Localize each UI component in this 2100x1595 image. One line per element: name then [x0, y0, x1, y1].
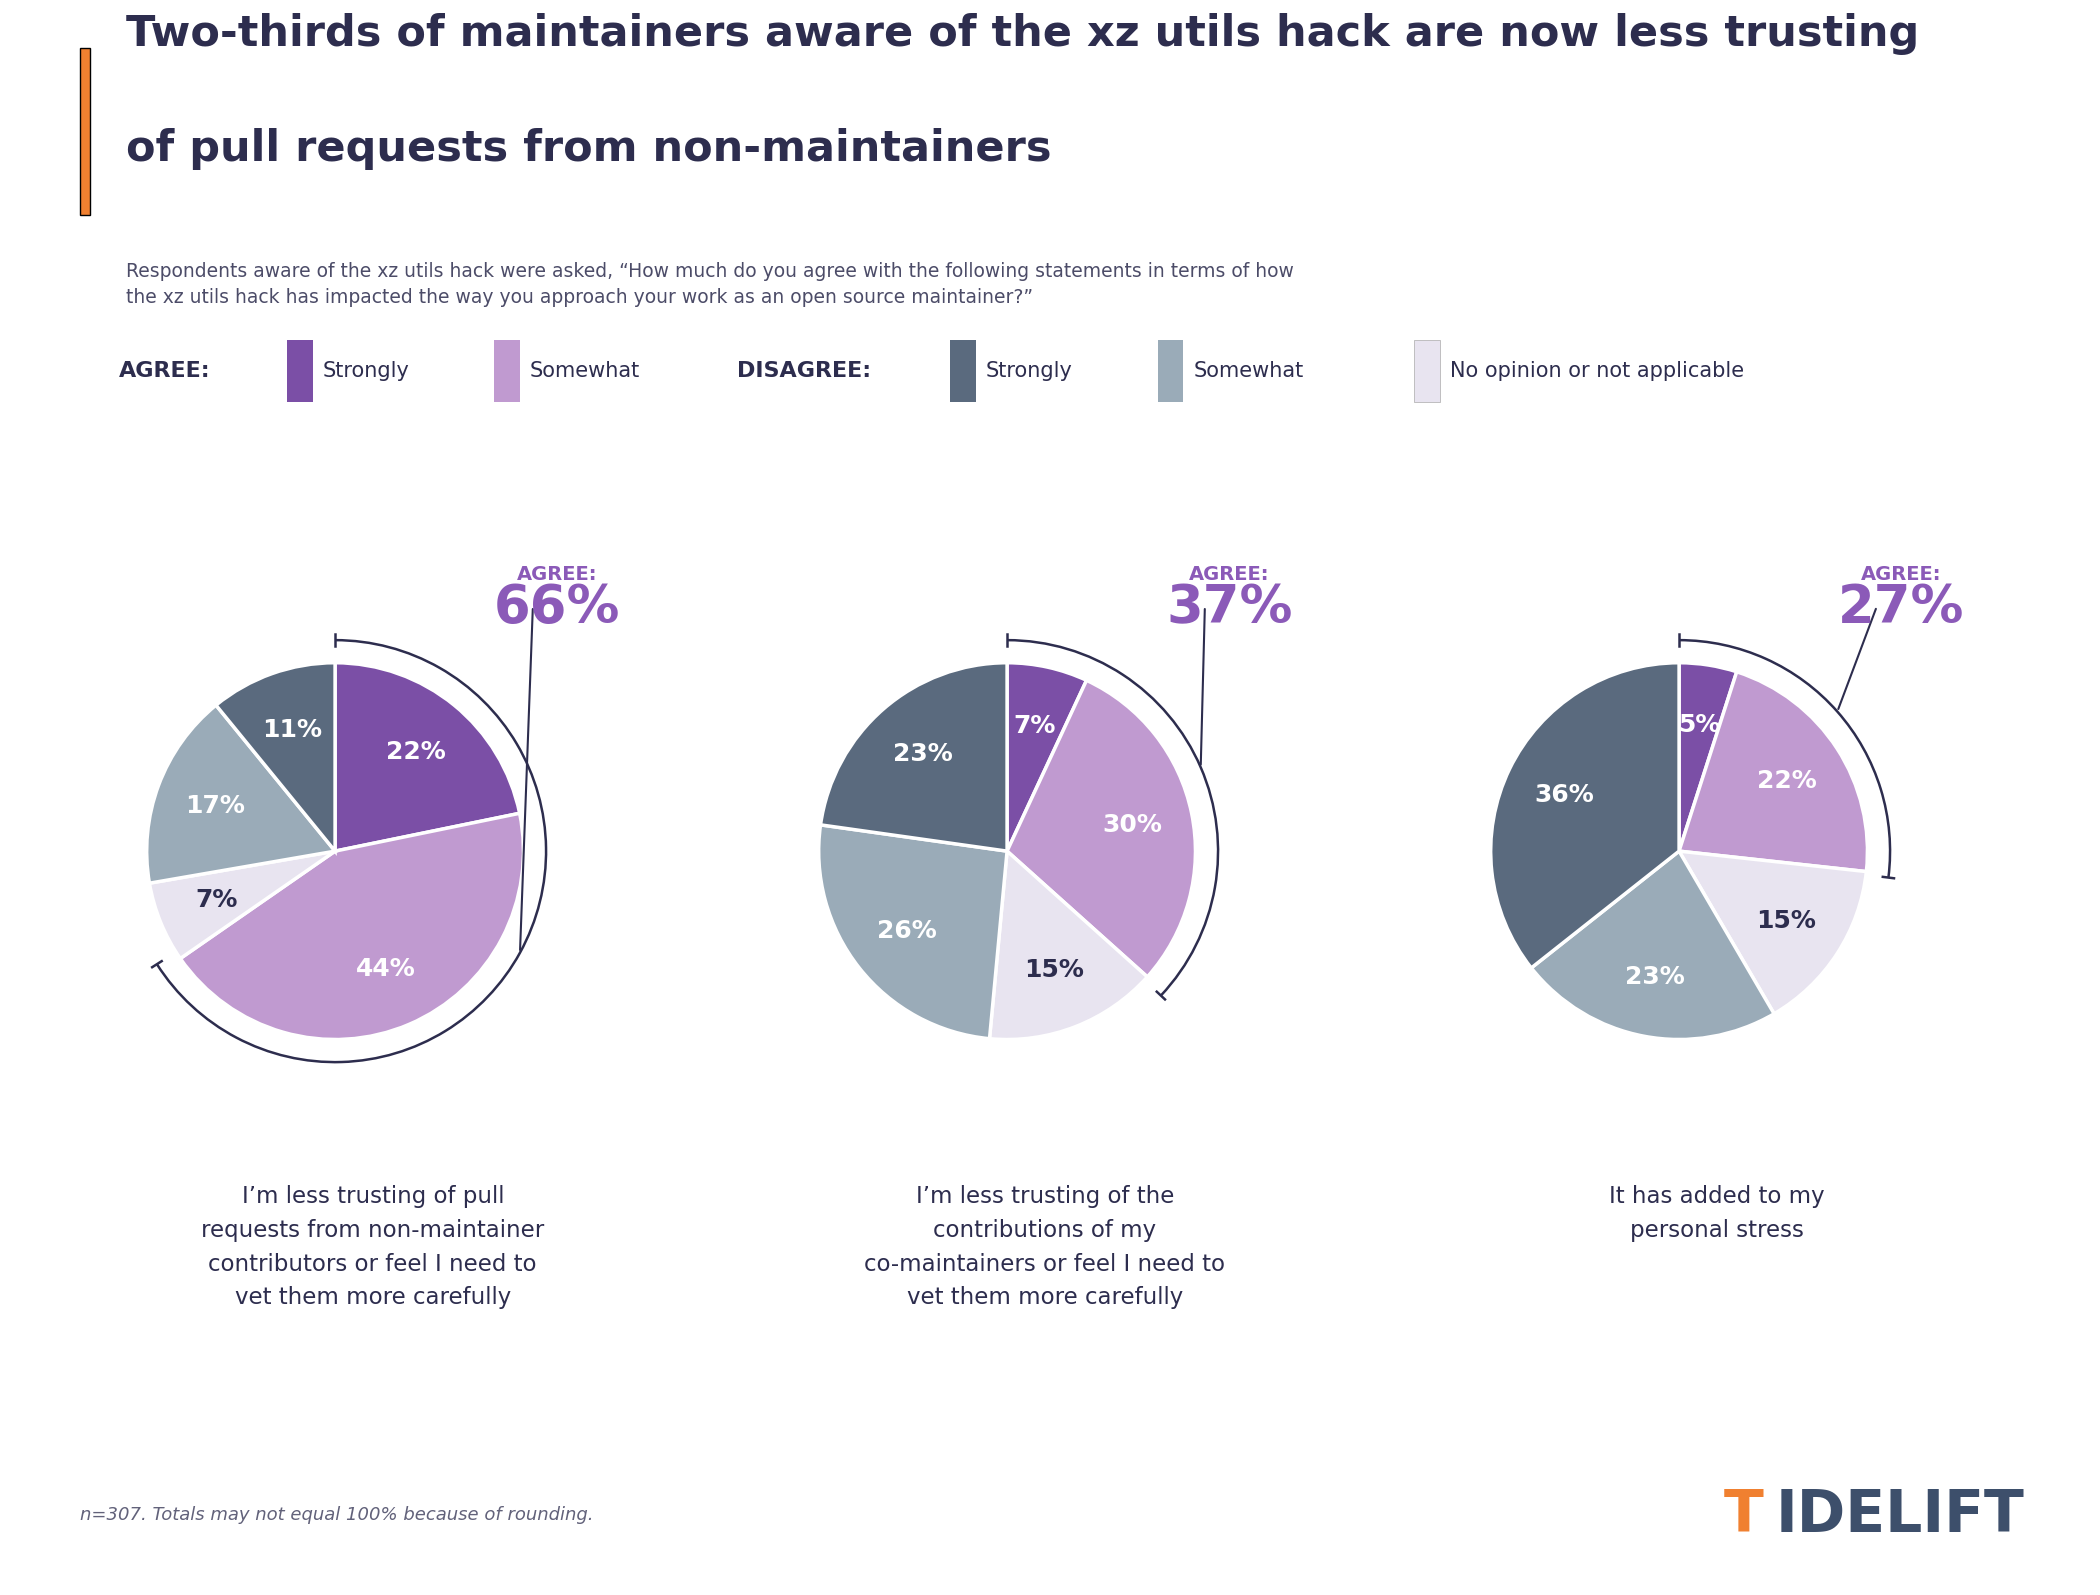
Text: 7%: 7%: [1014, 715, 1056, 738]
Wedge shape: [1008, 664, 1086, 852]
Text: of pull requests from non-maintainers: of pull requests from non-maintainers: [126, 128, 1052, 169]
Text: 27%: 27%: [1838, 582, 1966, 635]
Text: n=307. Totals may not equal 100% because of rounding.: n=307. Totals may not equal 100% because…: [80, 1506, 594, 1525]
Wedge shape: [181, 813, 523, 1040]
Text: 66%: 66%: [494, 582, 622, 635]
Text: 15%: 15%: [1756, 909, 1816, 933]
Text: 22%: 22%: [386, 740, 445, 764]
Text: AGREE:: AGREE:: [1189, 565, 1270, 584]
Text: 11%: 11%: [262, 718, 321, 742]
Wedge shape: [989, 852, 1147, 1040]
Wedge shape: [1008, 681, 1195, 976]
Text: 23%: 23%: [892, 742, 953, 767]
Wedge shape: [216, 664, 336, 852]
Text: 17%: 17%: [185, 794, 246, 818]
Wedge shape: [1491, 664, 1680, 968]
Wedge shape: [149, 852, 336, 959]
Text: 5%: 5%: [1678, 713, 1720, 737]
Text: IDELIFT: IDELIFT: [1777, 1487, 2024, 1544]
Text: Strongly: Strongly: [985, 360, 1073, 381]
Text: Somewhat: Somewhat: [1193, 360, 1304, 381]
Wedge shape: [336, 664, 519, 852]
Text: Respondents aware of the xz utils hack were asked, “How much do you agree with t: Respondents aware of the xz utils hack w…: [126, 262, 1294, 308]
Text: 44%: 44%: [355, 957, 416, 981]
Text: AGREE:: AGREE:: [1861, 565, 1942, 584]
Text: 22%: 22%: [1758, 769, 1816, 793]
Bar: [288, 340, 313, 402]
Text: 26%: 26%: [876, 919, 937, 943]
Wedge shape: [1531, 852, 1774, 1040]
Text: AGREE:: AGREE:: [120, 360, 210, 381]
Text: T: T: [1724, 1487, 1764, 1544]
Text: AGREE:: AGREE:: [517, 565, 598, 584]
Text: DISAGREE:: DISAGREE:: [737, 360, 871, 381]
Wedge shape: [1680, 671, 1867, 871]
Text: Somewhat: Somewhat: [529, 360, 640, 381]
Text: Strongly: Strongly: [323, 360, 410, 381]
Text: Two-thirds of maintainers aware of the xz utils hack are now less trusting: Two-thirds of maintainers aware of the x…: [126, 13, 1919, 54]
Text: I’m less trusting of the
contributions of my
co-maintainers or feel I need to
ve: I’m less trusting of the contributions o…: [865, 1185, 1224, 1309]
Wedge shape: [821, 664, 1008, 852]
Wedge shape: [1680, 664, 1737, 852]
Text: No opinion or not applicable: No opinion or not applicable: [1449, 360, 1743, 381]
Bar: [1157, 340, 1182, 402]
Text: 15%: 15%: [1025, 959, 1084, 983]
Bar: [494, 340, 521, 402]
Text: I’m less trusting of pull
requests from non-maintainer
contributors or feel I ne: I’m less trusting of pull requests from …: [202, 1185, 544, 1309]
Wedge shape: [1680, 852, 1867, 1014]
Text: 37%: 37%: [1166, 582, 1294, 635]
Text: 7%: 7%: [195, 888, 237, 912]
Text: It has added to my
personal stress: It has added to my personal stress: [1609, 1185, 1825, 1243]
Text: 36%: 36%: [1533, 783, 1594, 807]
Text: 30%: 30%: [1102, 813, 1163, 837]
Text: 23%: 23%: [1625, 965, 1684, 989]
Wedge shape: [819, 825, 1008, 1038]
Bar: [1413, 340, 1441, 402]
Bar: [951, 340, 977, 402]
Wedge shape: [147, 705, 336, 884]
